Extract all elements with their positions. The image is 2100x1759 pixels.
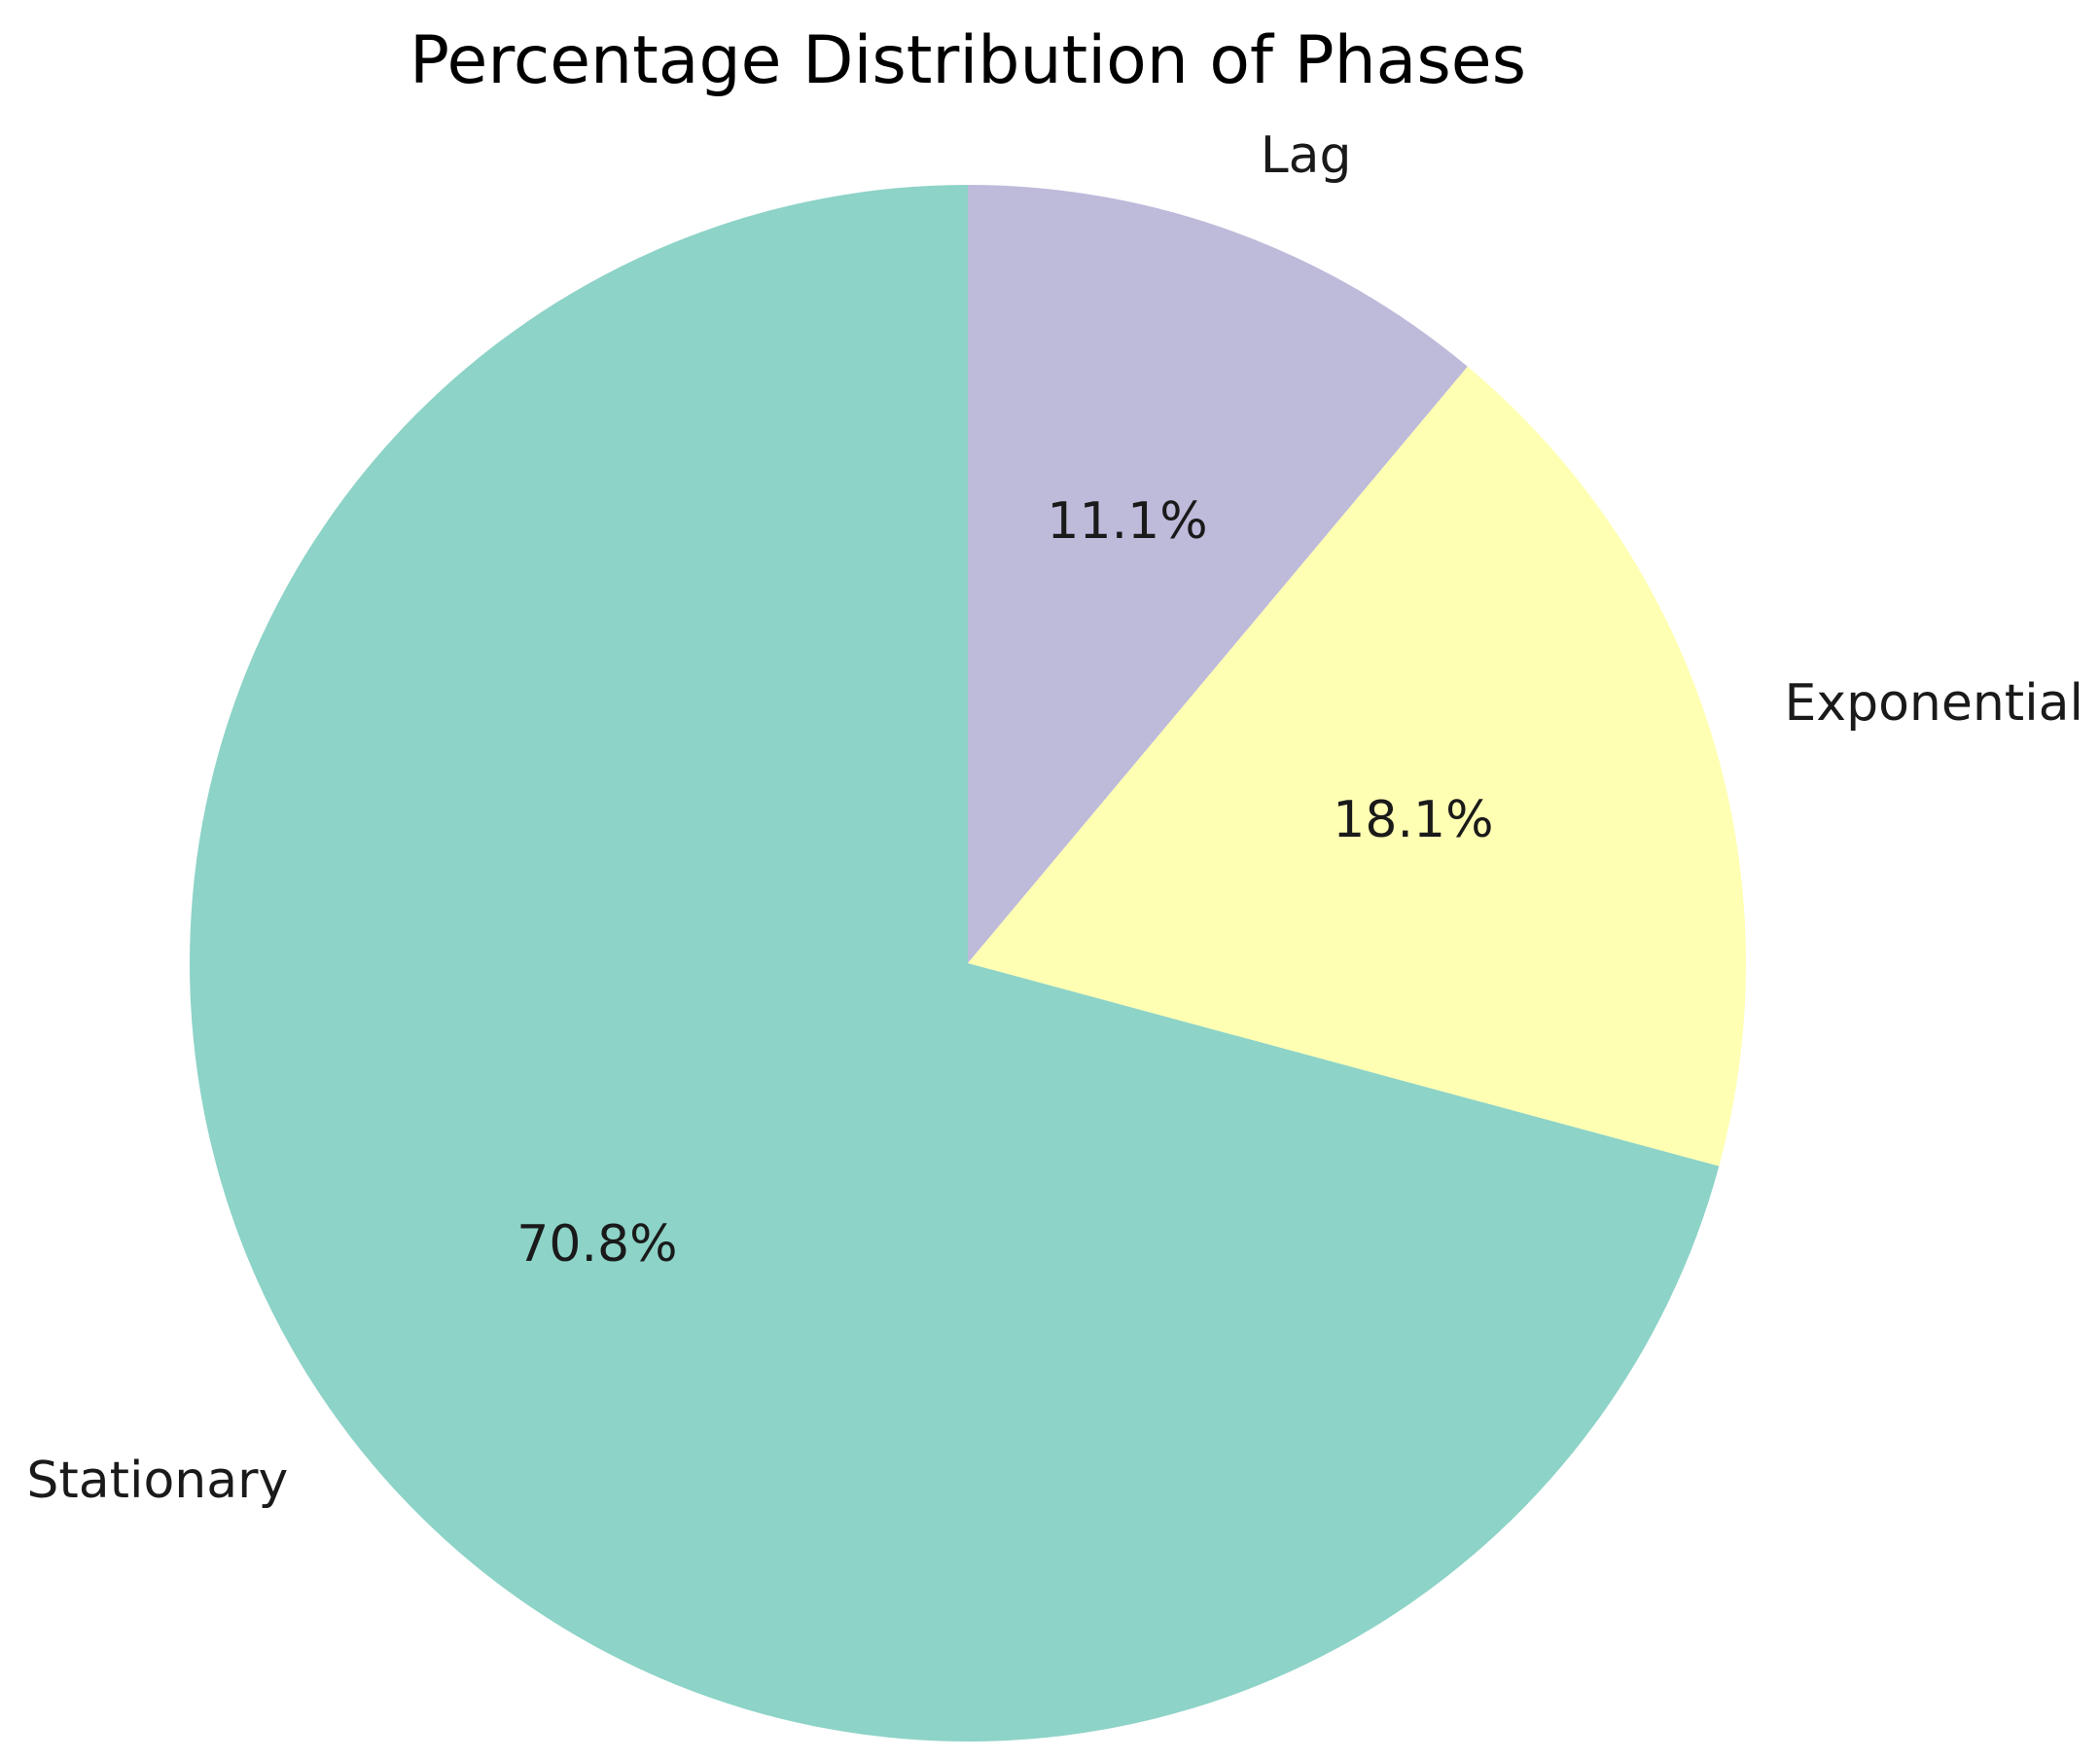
pie-slice-stationary xyxy=(189,185,1720,1741)
pie-labels: Lag 11.1% Exponential 18.1% Stationary 70.8% xyxy=(26,126,2083,1510)
category-label-lag: Lag xyxy=(1261,126,1352,185)
chart-title: Percentage Distribution of Phases xyxy=(409,22,1526,99)
percent-label-lag: 11.1% xyxy=(1047,492,1207,551)
category-label-stationary: Stationary xyxy=(26,1452,288,1510)
pie-slice-exponential xyxy=(968,366,1746,1167)
category-label-exponential: Exponential xyxy=(1784,674,2083,733)
pie-slice-lag xyxy=(968,185,1468,963)
percent-label-exponential: 18.1% xyxy=(1333,791,1493,849)
pie-slices xyxy=(189,185,1746,1741)
percent-label-stationary: 70.8% xyxy=(516,1215,677,1274)
